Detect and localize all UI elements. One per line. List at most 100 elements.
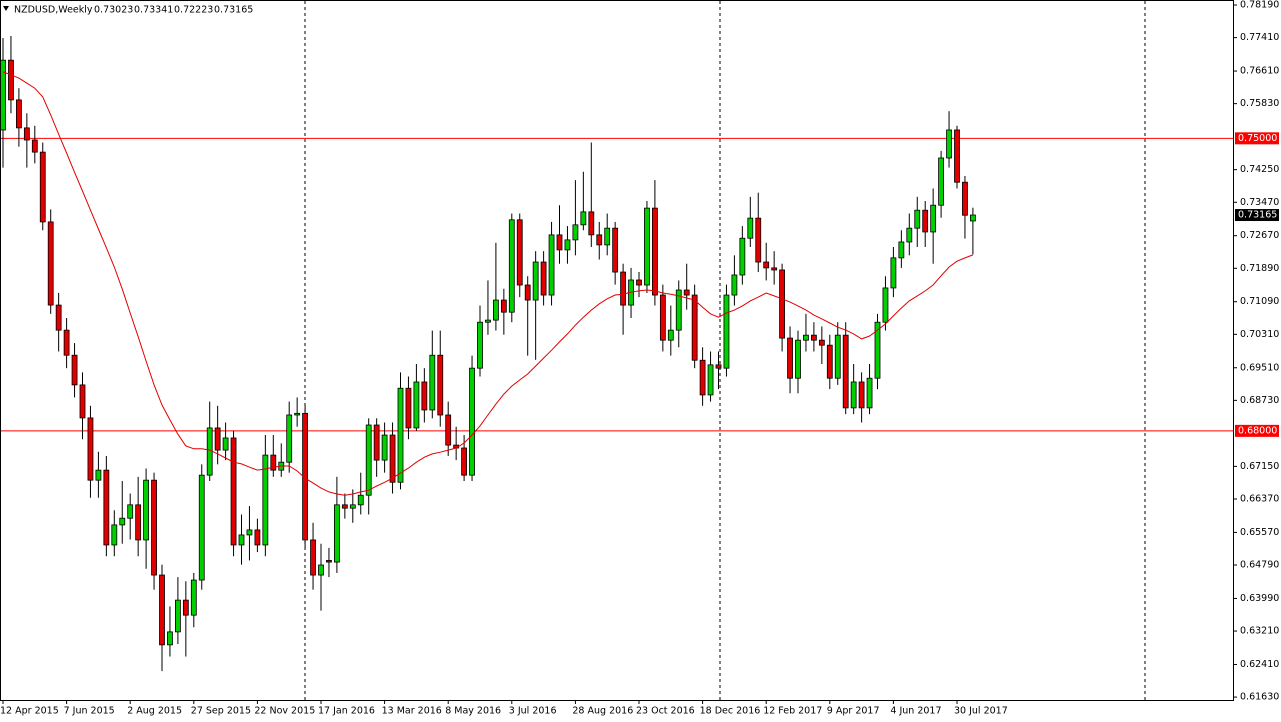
candle-body xyxy=(445,414,452,446)
y-tick-label: 0.78190 xyxy=(1240,0,1279,11)
y-tick-label: 0.77410 xyxy=(1240,32,1279,43)
candle-body xyxy=(103,469,110,546)
header-high: 0.73341 xyxy=(134,5,173,16)
y-tick-label: 0.70310 xyxy=(1240,329,1279,340)
candle-body xyxy=(763,261,770,269)
candle-body xyxy=(747,217,754,239)
candle-body xyxy=(302,412,309,541)
candle-body xyxy=(326,560,332,563)
level-label: 0.75000 xyxy=(1238,133,1277,144)
y-tick-label: 0.62410 xyxy=(1240,659,1279,670)
candle-body xyxy=(39,151,46,223)
level-label-box xyxy=(1235,424,1279,437)
candle-body xyxy=(8,59,14,101)
candle-body xyxy=(954,129,960,183)
candle-body xyxy=(795,339,801,379)
x-tick-label: 4 Jun 2017 xyxy=(890,706,941,717)
candle-body xyxy=(214,427,221,451)
candle-body xyxy=(135,504,142,541)
candle-body xyxy=(811,334,817,341)
candle-body xyxy=(683,289,690,296)
candle-body xyxy=(699,359,706,396)
candle-body xyxy=(492,299,499,321)
menu-arrow[interactable] xyxy=(3,6,9,11)
candle-body xyxy=(397,387,404,483)
y-tick-label: 0.66370 xyxy=(1240,493,1279,504)
candle-body xyxy=(858,381,865,409)
candle-body xyxy=(516,219,523,286)
candle-body xyxy=(87,417,94,481)
x-tick-label: 17 Jan 2016 xyxy=(318,706,375,717)
candle-body xyxy=(230,437,237,546)
price-label-box xyxy=(1235,209,1279,222)
candle-body xyxy=(381,434,388,461)
candle-body xyxy=(850,381,857,409)
y-tick-label: 0.68730 xyxy=(1240,395,1279,406)
candle-body xyxy=(890,257,897,289)
candle-body xyxy=(365,424,372,496)
candle-body xyxy=(898,241,905,259)
price-label: 0.73165 xyxy=(1238,210,1277,221)
candle-body xyxy=(0,59,6,131)
x-tick-label: 27 Sep 2015 xyxy=(191,706,251,717)
candle-body xyxy=(834,334,841,379)
candle-body xyxy=(198,474,205,581)
x-tick-label: 12 Feb 2017 xyxy=(763,706,822,717)
y-tick-label: 0.76610 xyxy=(1240,66,1279,77)
candle-body xyxy=(731,274,738,296)
x-tick-label: 18 Dec 2016 xyxy=(700,706,761,717)
candle-body xyxy=(818,339,825,346)
candle-body xyxy=(652,207,658,296)
candle-body xyxy=(723,294,730,369)
y-tick-label: 0.64790 xyxy=(1240,560,1279,571)
candle-body xyxy=(55,304,62,331)
candle-body xyxy=(691,294,698,361)
candle-body xyxy=(866,377,873,409)
x-tick-label: 12 Apr 2015 xyxy=(0,706,59,717)
candle-body xyxy=(906,227,913,243)
candle-body xyxy=(946,129,952,159)
candle-body xyxy=(604,227,611,246)
candle-body xyxy=(962,181,968,216)
x-tick-label: 7 Jun 2015 xyxy=(64,706,115,717)
candle-body xyxy=(540,261,547,296)
candle-body xyxy=(262,454,269,546)
candle-body xyxy=(174,599,181,633)
candle-body xyxy=(71,354,78,386)
candle-body xyxy=(477,321,483,369)
candle-body xyxy=(675,289,682,331)
candle-body xyxy=(151,479,157,576)
y-tick-label: 0.69510 xyxy=(1240,362,1279,373)
candle-body xyxy=(23,127,30,141)
period-separators xyxy=(304,1,1146,700)
candle-body xyxy=(508,219,515,313)
candle-body xyxy=(612,227,619,273)
candle-body xyxy=(620,271,626,306)
x-tick-label: 28 Aug 2016 xyxy=(572,706,633,717)
candle-body xyxy=(572,224,579,241)
candle-body xyxy=(246,529,253,536)
candle-body xyxy=(580,211,587,226)
level-label-box xyxy=(1235,132,1279,145)
candle-body xyxy=(922,209,929,233)
x-tick-label: 8 May 2016 xyxy=(445,706,501,717)
y-tick-label: 0.61630 xyxy=(1240,692,1279,703)
candle-body xyxy=(882,287,889,323)
candle-body xyxy=(127,504,134,519)
candle-body xyxy=(421,381,428,411)
candle-body xyxy=(644,207,650,286)
candle-body xyxy=(588,211,595,236)
y-tick-label: 0.67150 xyxy=(1240,461,1279,472)
candle-body xyxy=(389,434,396,483)
candle-body xyxy=(715,364,722,369)
candle-body xyxy=(779,269,785,339)
candle-body xyxy=(15,99,22,129)
candle-body xyxy=(930,204,937,233)
candle-body xyxy=(548,234,555,296)
candle-body xyxy=(564,239,571,251)
candle-body xyxy=(787,337,793,379)
candle-body xyxy=(826,344,833,379)
candle-body xyxy=(95,469,102,481)
header-close: 0.73165 xyxy=(214,5,253,16)
candle-body xyxy=(294,412,301,416)
